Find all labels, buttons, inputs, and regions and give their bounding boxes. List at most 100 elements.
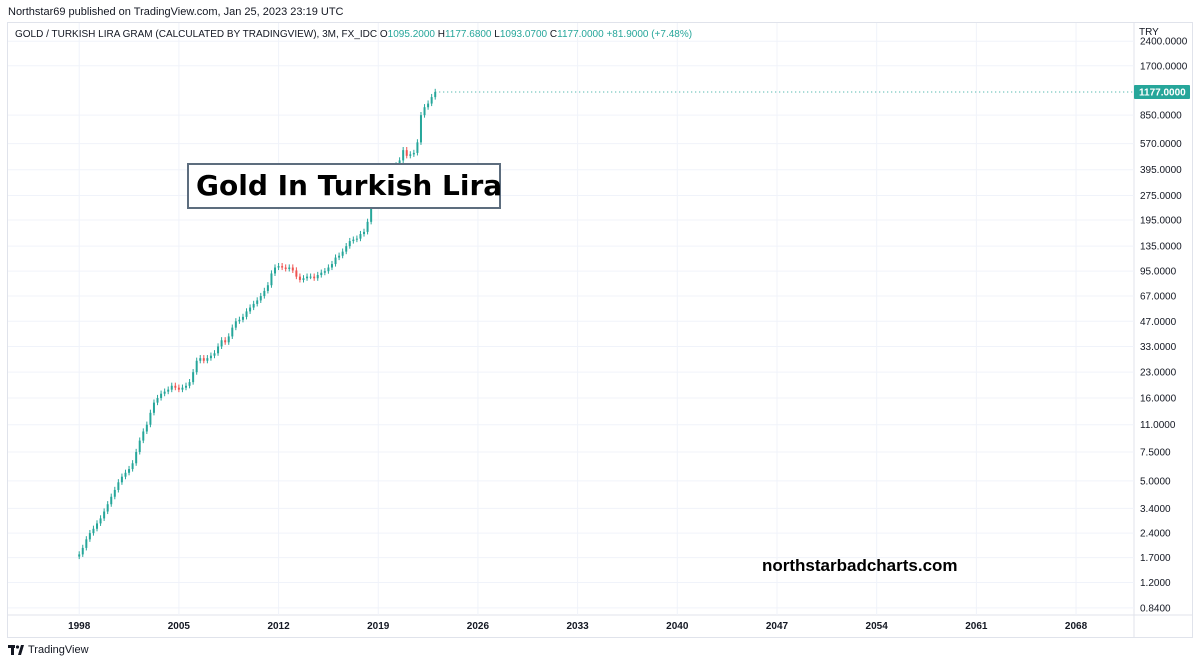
candle-body: [423, 107, 426, 116]
candle-body: [224, 340, 227, 343]
low-key: L: [494, 29, 500, 40]
candle-body: [138, 440, 141, 452]
candle-body: [434, 91, 437, 98]
candle-body: [266, 285, 269, 291]
candle-body: [177, 387, 180, 390]
candle-body: [78, 554, 81, 557]
candle-body: [113, 489, 116, 497]
price-tick-label: 7.5000: [1140, 447, 1171, 458]
candle-body: [320, 272, 323, 276]
open-key: O: [379, 29, 388, 40]
price-tick-label: 275.0000: [1140, 191, 1182, 202]
candle-body: [149, 412, 152, 425]
chart-title-annotation[interactable]: Gold In Turkish Lira: [187, 163, 502, 209]
watermark-text: northstarbadcharts.com: [762, 556, 958, 575]
candle-body: [370, 205, 373, 222]
currency-label: TRY: [1139, 27, 1159, 38]
candle-body: [160, 393, 163, 399]
candle-body: [295, 270, 298, 277]
time-tick-label: 2012: [267, 621, 290, 632]
candle-body: [85, 539, 88, 548]
candle-body: [209, 355, 212, 359]
candle-body: [227, 336, 230, 343]
candle-body: [81, 547, 84, 555]
last-price-label: 1177.0000: [1139, 87, 1186, 98]
candle-body: [352, 239, 355, 242]
time-tick-label: 2061: [965, 621, 988, 632]
price-tick-label: 2400.0000: [1140, 37, 1188, 48]
price-tick-label: 47.0000: [1140, 317, 1177, 328]
price-tick-label: 1.2000: [1140, 578, 1171, 589]
candle-body: [409, 154, 412, 156]
price-tick-label: 3.4000: [1140, 504, 1171, 515]
candle-body: [96, 523, 99, 529]
price-tick-label: 395.0000: [1140, 165, 1182, 176]
candle-body: [309, 276, 312, 278]
candle-body: [128, 469, 131, 473]
low-value: 1093.0700: [499, 29, 548, 40]
candle-body: [366, 221, 369, 232]
candle-body: [220, 340, 223, 347]
candle-body: [185, 385, 188, 388]
candle-body: [238, 319, 241, 322]
candle-body: [330, 264, 333, 268]
publish-info: Northstar69 published on TradingView.com…: [8, 6, 344, 18]
candle-body: [181, 387, 184, 390]
footer[interactable]: TradingView: [8, 644, 89, 656]
time-tick-label: 2068: [1065, 621, 1088, 632]
price-tick-label: 16.0000: [1140, 394, 1177, 405]
high-value: 1177.6800: [444, 29, 492, 40]
price-chart[interactable]: 2400.0000 1700.0000 850.0000 570.0000 395.00…: [8, 23, 1192, 637]
candle-body: [270, 273, 273, 286]
candle-body: [291, 267, 294, 271]
candle-body: [131, 463, 134, 470]
candle-body: [241, 316, 244, 320]
price-tick-label: 850.0000: [1140, 111, 1182, 122]
candle-body: [142, 431, 145, 441]
time-tick-label: 2033: [566, 621, 589, 632]
candle-body: [199, 358, 202, 361]
candle-body: [103, 511, 106, 519]
tradingview-logo-icon: [8, 645, 24, 655]
candle-body: [259, 296, 262, 301]
candle-body: [341, 251, 344, 256]
candle-body: [231, 327, 234, 337]
close-key: C: [549, 29, 558, 40]
symbol-legend[interactable]: GOLD / TURKISH LIRA GRAM (CALCULATED BY …: [15, 29, 692, 40]
candle-body: [192, 372, 195, 383]
candle-body: [363, 231, 366, 235]
candle-body: [323, 271, 326, 273]
time-tick-label: 2047: [766, 621, 789, 632]
price-tick-label: 570.0000: [1140, 139, 1182, 150]
candle-body: [284, 267, 287, 269]
candle-body: [348, 241, 351, 247]
candle-body: [145, 424, 148, 432]
time-tick-label: 2026: [467, 621, 490, 632]
candle-body: [195, 360, 198, 373]
candle-body: [298, 276, 301, 280]
chart-pane[interactable]: 2400.0000 1700.0000 850.0000 570.0000 395.00…: [7, 22, 1193, 638]
time-tick-label: 2054: [866, 621, 889, 632]
candle-body: [117, 482, 120, 490]
candle-body: [316, 275, 319, 279]
candle-body: [135, 451, 138, 464]
price-tick-label: 1700.0000: [1140, 61, 1188, 72]
high-key: H: [437, 29, 445, 40]
candle-body: [106, 504, 109, 512]
price-tick-label: 1.7000: [1140, 553, 1171, 564]
candle-body: [174, 385, 177, 388]
candle-body: [120, 476, 123, 483]
change-value: +81.9000 (+7.48%): [606, 29, 693, 40]
candle-body: [288, 267, 291, 269]
candle-body: [88, 533, 91, 540]
candle-body: [217, 346, 220, 354]
footer-brand: TradingView: [28, 644, 89, 656]
candle-body: [402, 150, 405, 161]
candle-body: [419, 115, 422, 143]
candle-body: [281, 266, 284, 268]
candle-body: [412, 152, 415, 155]
candle-body: [245, 311, 248, 317]
symbol-name: GOLD / TURKISH LIRA GRAM (CALCULATED BY …: [15, 29, 378, 40]
price-tick-label: 0.8400: [1140, 603, 1171, 614]
candle-body: [249, 307, 252, 312]
